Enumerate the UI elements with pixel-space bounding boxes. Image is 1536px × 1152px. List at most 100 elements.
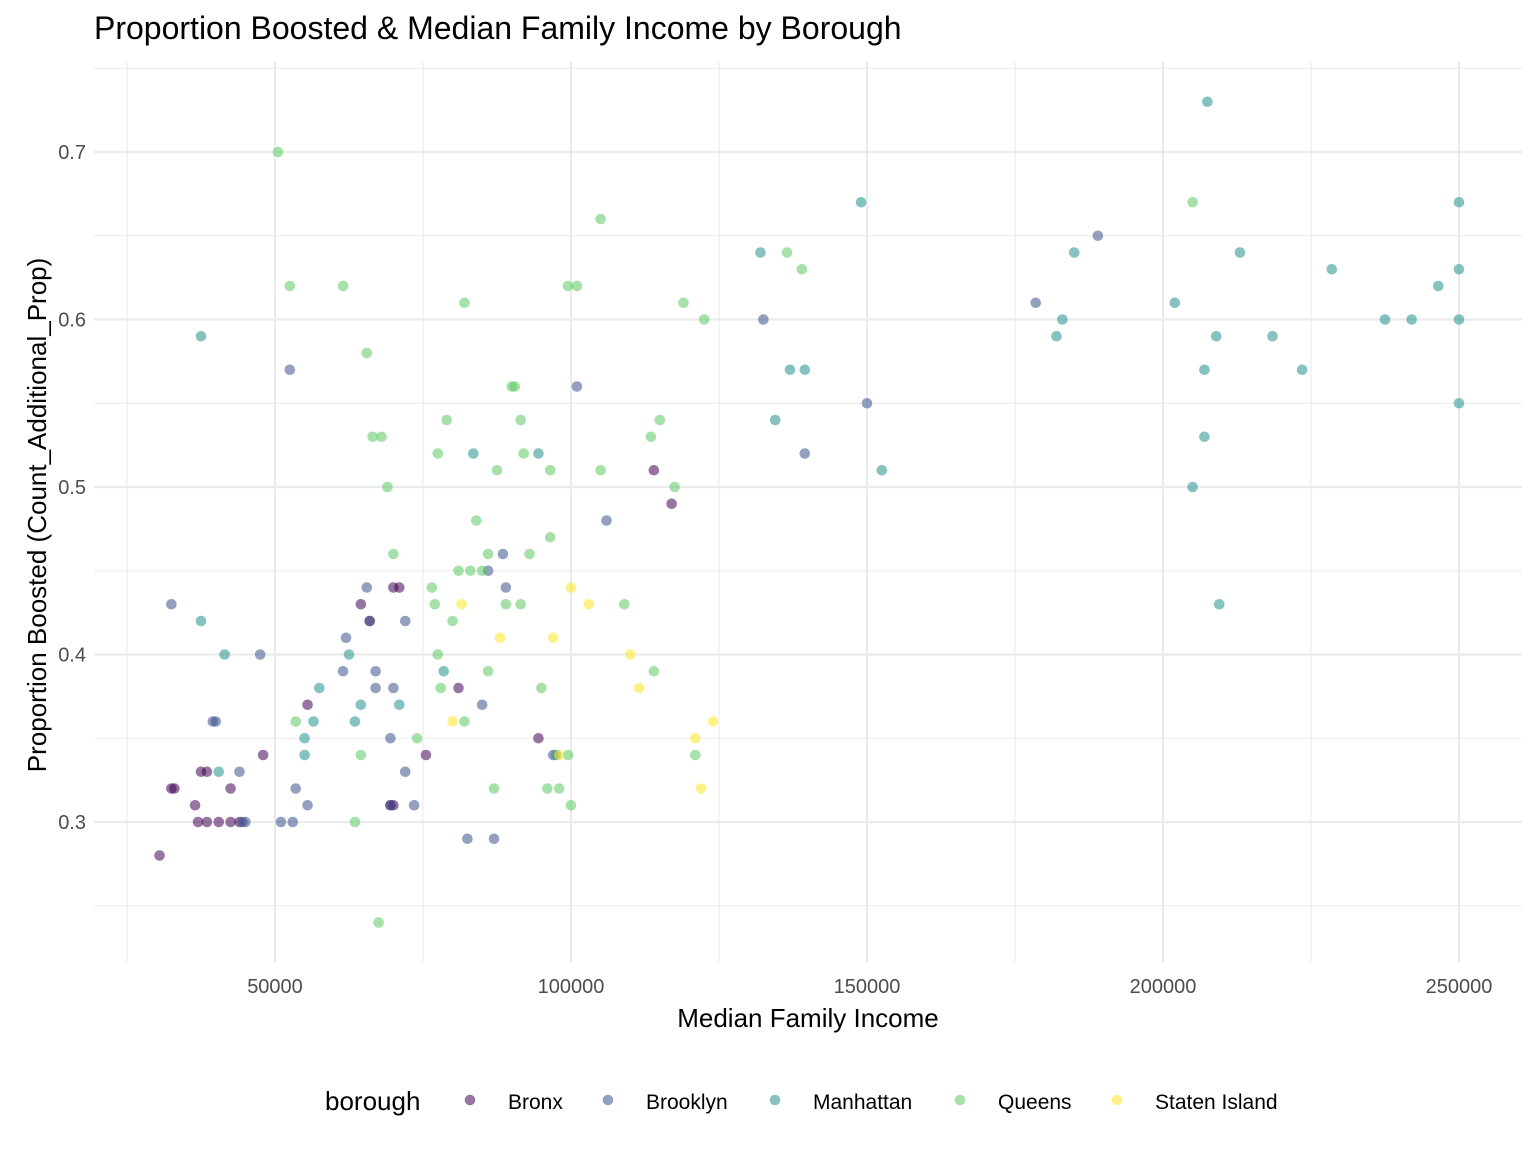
data-point	[337, 280, 349, 292]
data-point	[364, 615, 376, 627]
data-point	[690, 732, 701, 744]
data-point	[373, 917, 384, 928]
data-point	[426, 582, 438, 593]
legend-label: Brooklyn	[646, 1091, 728, 1114]
data-point	[435, 682, 447, 694]
data-point	[195, 615, 207, 627]
series-queens	[272, 146, 1198, 928]
data-point	[1169, 297, 1181, 309]
data-point	[544, 464, 556, 476]
data-point	[1092, 230, 1104, 242]
data-point	[553, 749, 565, 761]
data-point	[195, 330, 207, 342]
data-point	[707, 716, 719, 727]
data-point	[542, 783, 553, 794]
legend-key	[1111, 1094, 1123, 1106]
legend-item: Bronx	[464, 1091, 563, 1114]
data-point	[456, 598, 467, 610]
data-point	[482, 548, 494, 560]
series-brooklyn	[166, 230, 1104, 845]
data-point	[855, 196, 867, 208]
x-axis-title: Median Family Income	[677, 1003, 939, 1033]
data-point	[1199, 364, 1210, 376]
data-point	[698, 314, 710, 325]
data-point	[355, 598, 367, 610]
data-point	[382, 481, 393, 493]
data-point	[154, 850, 165, 861]
data-point	[438, 665, 450, 677]
data-point	[1234, 247, 1246, 258]
legend-key	[769, 1094, 781, 1106]
y-tick-label: 0.5	[58, 477, 86, 499]
data-point	[799, 448, 811, 459]
data-point	[1453, 314, 1465, 325]
data-point	[476, 565, 488, 577]
data-point	[533, 448, 544, 459]
data-point	[453, 565, 464, 577]
legend-label: Staten Island	[1155, 1091, 1278, 1114]
series-manhattan	[195, 96, 1465, 778]
data-point	[337, 665, 349, 677]
data-point	[595, 213, 606, 225]
data-point	[432, 448, 444, 459]
data-point	[571, 280, 583, 292]
legend: borough Bronx Brooklyn Manhattan Queens Stat…	[325, 1086, 1278, 1116]
data-point	[284, 364, 296, 376]
data-point	[201, 766, 213, 778]
x-tick-label: 50000	[247, 976, 303, 998]
data-point	[536, 682, 547, 694]
data-point	[370, 682, 381, 694]
data-point	[290, 716, 302, 727]
data-point	[583, 598, 595, 610]
data-point	[219, 649, 230, 660]
data-point	[166, 783, 177, 794]
data-point	[388, 548, 399, 560]
data-point	[275, 816, 287, 828]
data-point	[1213, 598, 1225, 610]
data-point	[189, 799, 201, 811]
data-point	[565, 582, 577, 593]
data-point	[515, 414, 526, 426]
data-point	[506, 381, 518, 392]
data-point	[1057, 314, 1068, 325]
data-point	[497, 548, 509, 560]
data-point	[669, 481, 680, 493]
data-point	[494, 632, 506, 644]
data-point	[225, 816, 236, 828]
data-point	[213, 816, 225, 828]
data-point	[1432, 280, 1444, 292]
y-tick-label: 0.6	[58, 310, 86, 332]
data-point	[601, 515, 612, 526]
x-tick-label: 150000	[834, 976, 901, 998]
chart-title: Proportion Boosted & Median Family Incom…	[94, 10, 902, 46]
data-point	[1051, 330, 1062, 342]
data-point	[562, 280, 574, 292]
data-point	[565, 799, 577, 811]
data-point	[1202, 96, 1213, 108]
data-point	[385, 799, 396, 811]
data-point	[408, 799, 420, 811]
data-point	[518, 448, 529, 459]
legend-key	[602, 1094, 614, 1106]
data-point	[459, 716, 470, 727]
data-point	[799, 364, 811, 376]
data-point	[1187, 196, 1198, 208]
legend-label: Manhattan	[813, 1091, 912, 1114]
data-point	[491, 464, 503, 476]
data-point	[1406, 314, 1417, 325]
data-point	[367, 431, 378, 443]
data-point	[441, 414, 452, 426]
data-point	[462, 833, 473, 845]
legend-item: Staten Island	[1111, 1091, 1278, 1114]
data-point	[690, 749, 701, 761]
data-point	[654, 414, 666, 426]
y-tick-label: 0.3	[58, 812, 86, 834]
data-point	[553, 783, 565, 794]
data-point	[213, 766, 225, 778]
legend-title: borough	[325, 1086, 420, 1116]
legend-item: Brooklyn	[602, 1091, 728, 1114]
data-point	[349, 816, 361, 828]
data-point	[468, 448, 479, 459]
data-point	[1199, 431, 1210, 443]
data-point	[781, 247, 793, 258]
